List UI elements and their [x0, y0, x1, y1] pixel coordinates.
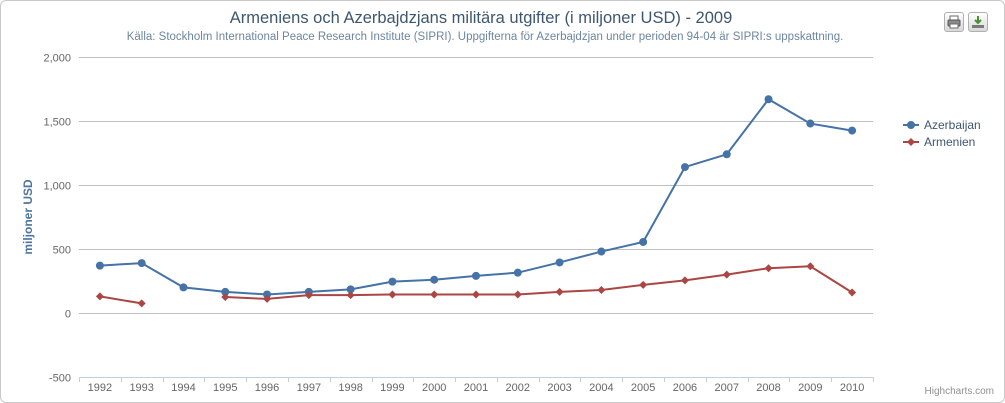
- data-point-armenien: [722, 270, 731, 279]
- print-button[interactable]: [944, 12, 964, 32]
- x-tick-label: 1997: [297, 382, 321, 394]
- x-tick-label: 1993: [129, 382, 153, 394]
- data-point-azerbaijan: [848, 126, 857, 135]
- data-point-armenien: [137, 299, 146, 308]
- data-point-azerbaijan: [388, 277, 397, 286]
- x-tick-label: 1996: [255, 382, 279, 394]
- download-icon: [972, 16, 984, 28]
- series-line-armenien: [99, 295, 142, 305]
- data-point-armenien: [430, 290, 439, 299]
- data-point-azerbaijan: [95, 261, 104, 270]
- data-point-armenien: [597, 285, 606, 294]
- y-tick-label: 1,500: [43, 117, 71, 129]
- data-point-armenien: [221, 293, 230, 301]
- data-point-azerbaijan: [263, 290, 272, 299]
- data-point-armenien: [555, 287, 564, 296]
- x-tick-label: 2001: [464, 382, 488, 394]
- data-point-azerbaijan: [806, 119, 815, 128]
- data-point-armenien: [639, 280, 648, 289]
- x-tick-label: 1998: [338, 382, 362, 394]
- x-tick-label: 2004: [589, 382, 613, 394]
- x-tick-label: 2003: [547, 382, 571, 394]
- data-point-armenien: [304, 291, 313, 300]
- y-tick-label: -500: [49, 373, 71, 385]
- data-point-armenien: [346, 291, 355, 300]
- x-tick-label: 2010: [840, 382, 864, 394]
- data-point-armenien: [764, 264, 773, 273]
- data-point-azerbaijan: [472, 271, 480, 280]
- x-tick-label: 1994: [171, 382, 195, 394]
- y-tick-label: 2,000: [43, 53, 71, 65]
- y-tick-label: 500: [53, 245, 71, 257]
- data-point-armenien: [680, 276, 689, 285]
- legend-item-azerbaijan[interactable]: Azerbaijan: [924, 118, 981, 132]
- data-point-armenien: [95, 292, 104, 301]
- y-tick-label: 0: [65, 309, 71, 321]
- x-tick-label: 1995: [213, 382, 237, 394]
- y-axis-title: miljoner USD: [21, 179, 35, 255]
- data-point-armenien: [513, 290, 522, 299]
- data-point-azerbaijan: [430, 275, 439, 284]
- series-line-azerbaijan: [99, 97, 853, 296]
- data-point-azerbaijan: [513, 268, 522, 277]
- data-point-azerbaijan: [179, 283, 188, 292]
- legend-marker: [907, 121, 915, 129]
- export-button[interactable]: [968, 12, 988, 32]
- data-point-armenien: [848, 288, 857, 297]
- data-point-azerbaijan: [764, 95, 773, 104]
- x-tick-label: 2002: [506, 382, 530, 394]
- data-point-azerbaijan: [137, 259, 146, 268]
- x-tick-label: 2000: [422, 382, 446, 394]
- data-point-azerbaijan: [680, 163, 689, 172]
- x-tick-label: 2008: [756, 382, 780, 394]
- data-point-azerbaijan: [346, 285, 355, 294]
- series-line-armenien: [225, 265, 853, 300]
- data-point-armenien: [388, 290, 397, 299]
- data-point-azerbaijan: [597, 247, 606, 256]
- x-tick-label: 2005: [631, 382, 655, 394]
- x-tick-label: 2006: [673, 382, 697, 394]
- chart-title: Armeniens och Azerbajdzjans militära utg…: [229, 9, 733, 27]
- data-point-azerbaijan: [555, 258, 564, 267]
- chart-subtitle: Källa: Stockholm International Peace Res…: [126, 31, 844, 43]
- legend-item-armenien[interactable]: Armenien: [924, 135, 975, 149]
- data-point-armenien: [263, 294, 272, 303]
- data-point-azerbaijan: [221, 287, 230, 296]
- data-point-armenien: [806, 262, 815, 271]
- data-point-azerbaijan: [639, 237, 648, 246]
- data-point-armenien: [472, 290, 480, 299]
- legend-marker: [907, 138, 915, 146]
- x-tick-label: 2007: [714, 382, 738, 394]
- x-tick-label: 1999: [380, 382, 404, 394]
- y-tick-label: 1,000: [43, 181, 71, 193]
- x-tick-label: 2009: [798, 382, 822, 394]
- printer-icon: [947, 15, 961, 29]
- credits-link[interactable]: Highcharts.com: [924, 386, 994, 397]
- x-tick-label: 1992: [88, 382, 112, 394]
- data-point-azerbaijan: [722, 150, 731, 159]
